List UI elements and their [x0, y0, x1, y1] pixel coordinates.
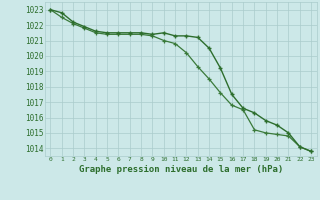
- X-axis label: Graphe pression niveau de la mer (hPa): Graphe pression niveau de la mer (hPa): [79, 165, 283, 174]
